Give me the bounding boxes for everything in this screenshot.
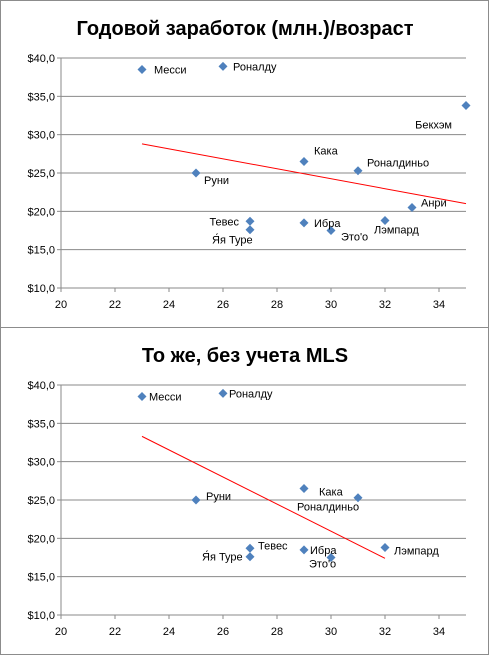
x-tick-label: 34 [433,299,445,311]
data-point [245,552,255,562]
y-tick-label: $35,0 [27,418,55,430]
data-label: Роналду [233,61,277,73]
data-point [137,392,147,401]
x-tick-label: 24 [163,299,175,311]
trendline [141,435,386,559]
scatter-chart-salary-vs-age: Годовой заработок (млн.)/возраст $10,0 $1… [27,18,471,311]
x-tick-label: 26 [217,299,229,311]
data-point [218,388,228,398]
x-tick-label: 20 [55,299,67,311]
data-label: Я́я Туре [202,551,243,564]
data-point [299,484,309,493]
y-tick-label: $40,0 [27,380,55,392]
data-label: Это'о [341,232,368,244]
y-tick-label: $10,0 [27,283,55,295]
y-tick-label: $40,0 [27,53,55,65]
data-point [461,101,471,111]
data-label: Тевес [258,540,288,552]
data-point [245,543,255,553]
data-point [245,216,255,226]
trendline [141,143,467,205]
x-tick-label: 32 [379,626,391,638]
data-label: Это'о [309,559,336,571]
y-tick-label: $10,0 [27,610,55,622]
y-tick-label: $30,0 [27,457,55,469]
x-tick-label: 34 [433,626,445,638]
data-label: Роналдиньо [297,502,359,514]
x-tick-label: 26 [217,626,229,638]
data-label: Месси [149,392,182,404]
data-label: Роналдиньо [367,158,429,170]
data-point [218,61,228,71]
data-point [326,226,336,235]
data-label: Тевес [209,216,239,228]
data-point [245,225,255,235]
data-point [137,65,147,74]
x-tick-label: 28 [271,299,283,311]
chart-title: Годовой заработок (млн.)/возраст [76,18,413,40]
data-label: Бекхэм [415,120,452,132]
data-label: Кака [319,487,344,499]
data-point [380,543,390,553]
x-tick-label: 22 [109,626,121,638]
y-tick-label: $30,0 [27,130,55,142]
y-tick-label: $15,0 [27,245,55,257]
x-tick-label: 30 [325,626,337,638]
scatter-chart-without-mls: То же, без учета MLS $10,0 $15,0 $20,0 $25,… [27,345,466,638]
y-tick-label: $35,0 [27,91,55,103]
chart-title: То же, без учета MLS [142,345,348,367]
data-point [326,553,336,562]
data-point [380,216,390,226]
x-tick-label: 22 [109,299,121,311]
data-point [353,493,363,503]
data-label: Лэмпард [374,225,419,237]
data-label: Лэмпард [394,546,439,558]
x-tick-label: 28 [271,626,283,638]
x-tick-label: 20 [55,626,67,638]
x-tick-label: 32 [379,299,391,311]
data-point [407,203,417,212]
y-tick-label: $20,0 [27,533,55,545]
data-point [353,166,363,176]
data-label: Ибра [314,218,341,230]
data-label: Месси [154,65,187,77]
data-label: Ибра [310,545,337,557]
data-point [191,495,201,505]
data-label: Руни [204,175,229,187]
data-point [299,157,309,166]
y-tick-label: $25,0 [27,495,55,507]
x-tick-label: 30 [325,299,337,311]
data-label: Роналду [229,388,273,400]
data-point [191,168,201,178]
y-tick-label: $20,0 [27,206,55,218]
data-label: Кака [314,146,339,158]
y-tick-label: $25,0 [27,168,55,180]
data-label: Я́я Туре [212,234,253,247]
y-tick-label: $15,0 [27,572,55,584]
data-label: Анри [421,198,447,210]
x-tick-label: 24 [163,626,175,638]
data-point [299,545,309,555]
chart-panel-salary-vs-age: Годовой заработок (млн.)/возраст $10,0 $1… [0,0,489,328]
data-point [299,218,309,228]
data-label: Руни [206,491,231,503]
chart-panel-without-mls: То же, без учета MLS $10,0 $15,0 $20,0 $25,… [0,327,489,655]
